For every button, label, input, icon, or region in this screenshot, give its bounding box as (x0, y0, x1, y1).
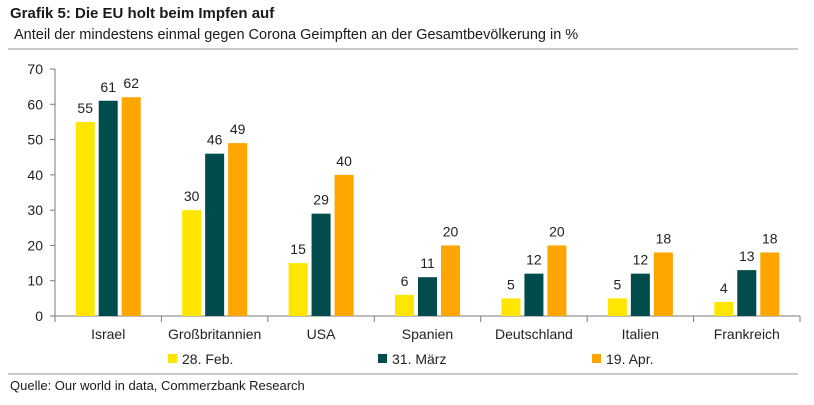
y-tick-label: 30 (27, 202, 43, 218)
legend-swatch (168, 354, 177, 363)
x-tick-label: Spanien (402, 326, 453, 342)
legend-swatch (378, 354, 387, 363)
bar (334, 174, 354, 316)
bar (228, 143, 248, 316)
data-label: 62 (123, 75, 139, 91)
bar (547, 245, 567, 316)
y-tick-label: 50 (27, 132, 43, 148)
data-label: 20 (443, 223, 459, 239)
data-label: 55 (77, 100, 93, 116)
x-tick-label: Deutschland (495, 326, 573, 342)
y-tick-label: 10 (27, 273, 43, 289)
y-tick-label: 60 (27, 96, 43, 112)
bar (630, 273, 650, 316)
data-label: 46 (207, 132, 223, 148)
y-tick-label: 20 (27, 237, 43, 253)
data-label: 15 (290, 241, 306, 257)
bar (182, 210, 202, 316)
data-label: 5 (613, 276, 621, 292)
y-tick-label: 40 (27, 167, 43, 183)
bottom-divider (8, 373, 798, 375)
bar (418, 277, 437, 316)
source-note: Quelle: Our world in data, Commerzbank R… (10, 378, 305, 393)
data-label: 29 (313, 192, 329, 208)
data-label: 18 (762, 230, 778, 246)
bar (737, 270, 757, 316)
chart-title: Grafik 5: Die EU holt beim Impfen auf (10, 5, 275, 22)
data-label: 6 (401, 273, 409, 289)
data-label: 4 (720, 280, 728, 296)
x-tick-label: Israel (91, 326, 125, 342)
data-label: 18 (656, 230, 672, 246)
data-label: 20 (549, 223, 565, 239)
bar (288, 263, 308, 316)
y-tick-label: 0 (35, 308, 43, 324)
data-label: 40 (336, 153, 352, 169)
bar (98, 100, 118, 316)
bar (121, 97, 141, 316)
bar (441, 245, 460, 316)
bar (714, 301, 734, 316)
data-label: 12 (526, 252, 542, 268)
y-tick-label: 70 (27, 61, 43, 77)
legend-swatch (592, 354, 601, 363)
bar (75, 121, 95, 316)
x-tick-label: Frankreich (714, 326, 780, 342)
legend-label: 31. März (392, 351, 446, 367)
bar (653, 252, 673, 316)
legend-label: 19. Apr. (606, 351, 653, 367)
bar (524, 273, 544, 316)
bar (395, 294, 414, 316)
data-label: 5 (507, 276, 515, 292)
bar (205, 153, 225, 316)
x-tick-label: Großbritannien (168, 326, 261, 342)
chart-subtitle: Anteil der mindestens einmal gegen Coron… (14, 27, 579, 43)
bar (501, 298, 521, 316)
data-label: 11 (420, 255, 435, 271)
data-label: 49 (230, 121, 246, 137)
data-label: 61 (100, 79, 116, 95)
bar (311, 213, 331, 316)
data-label: 13 (739, 248, 755, 264)
bar (607, 298, 627, 316)
data-label: 30 (184, 188, 200, 204)
data-label: 12 (633, 252, 649, 268)
x-tick-label: USA (307, 326, 336, 342)
x-tick-label: Italien (622, 326, 659, 342)
bar (760, 252, 780, 316)
legend-label: 28. Feb. (182, 351, 233, 367)
top-divider (8, 48, 798, 50)
